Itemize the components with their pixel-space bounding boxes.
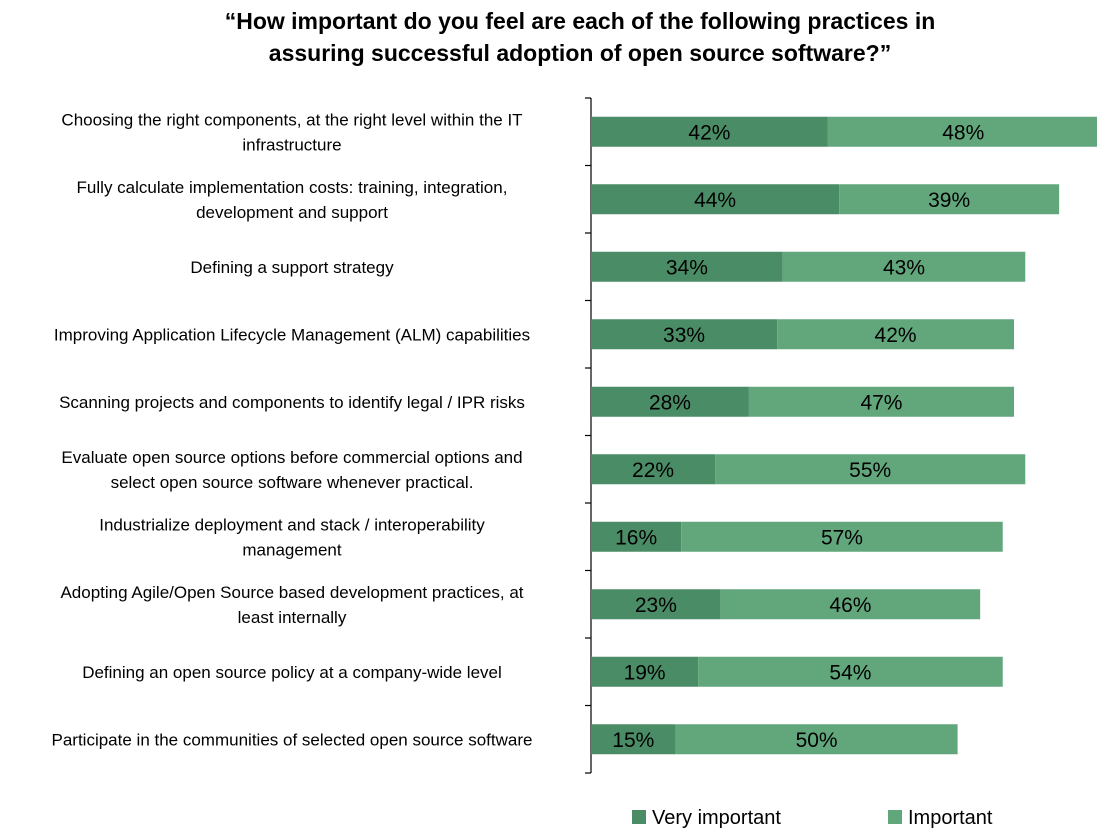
category-label-line: Choosing the right components, at the ri… bbox=[61, 110, 522, 129]
bar-very-important-1 bbox=[591, 116, 828, 147]
category-label-line: Evaluate open source options before comm… bbox=[61, 448, 522, 467]
data-label-important-1: 48% bbox=[942, 121, 984, 144]
category-label-line: Fully calculate implementation costs: tr… bbox=[77, 178, 508, 197]
axis-layer bbox=[585, 97, 592, 774]
data-label-very-important-2: 44% bbox=[694, 189, 736, 212]
data-label-important-5: 47% bbox=[860, 391, 902, 414]
category-label-line: least internally bbox=[238, 608, 347, 627]
bar-important-5 bbox=[748, 386, 1014, 417]
data-label-important-3: 43% bbox=[883, 256, 925, 279]
data-label-very-important-9: 19% bbox=[624, 661, 666, 684]
category-label-2: Fully calculate implementation costs: tr… bbox=[77, 178, 508, 222]
bar-important-6 bbox=[715, 454, 1026, 485]
bar-important-3 bbox=[782, 251, 1026, 282]
bar-important-2 bbox=[839, 184, 1060, 215]
bar-very-important-4 bbox=[591, 319, 778, 350]
bar-very-important-7 bbox=[591, 521, 682, 552]
data-label-important-7: 57% bbox=[821, 526, 863, 549]
category-labels: Choosing the right components, at the ri… bbox=[52, 110, 533, 749]
bar-very-important-5 bbox=[591, 386, 749, 417]
category-label-line: Scanning projects and components to iden… bbox=[59, 393, 525, 412]
category-label-line: development and support bbox=[196, 203, 388, 222]
bar-very-important-3 bbox=[591, 251, 783, 282]
chart-title: “How important do you feel are each of t… bbox=[0, 5, 1097, 69]
bar-very-important-8 bbox=[591, 589, 721, 620]
category-label-7: Industrialize deployment and stack / int… bbox=[99, 515, 485, 559]
category-label-1: Choosing the right components, at the ri… bbox=[61, 110, 522, 154]
chart-title-line-2: assuring successful adoption of open sou… bbox=[268, 40, 892, 66]
data-label-important-4: 42% bbox=[875, 324, 917, 347]
bar-very-important-9 bbox=[591, 656, 699, 687]
category-label-4: Improving Application Lifecycle Manageme… bbox=[54, 325, 530, 344]
category-label-line: Improving Application Lifecycle Manageme… bbox=[54, 325, 530, 344]
category-label-3: Defining a support strategy bbox=[190, 258, 394, 277]
category-label-line: select open source software whenever pra… bbox=[111, 473, 474, 492]
category-label-line: Defining an open source policy at a comp… bbox=[82, 663, 502, 682]
category-label-6: Evaluate open source options before comm… bbox=[61, 448, 522, 492]
bar-very-important-2 bbox=[591, 184, 840, 215]
bar-important-1 bbox=[827, 116, 1097, 147]
bar-important-4 bbox=[777, 319, 1014, 350]
bar-important-8 bbox=[720, 589, 981, 620]
legend-label-important: Important bbox=[908, 807, 993, 829]
legend-label-very-important: Very important bbox=[652, 807, 781, 829]
bar-very-important-6 bbox=[591, 454, 716, 485]
data-label-important-10: 50% bbox=[796, 729, 838, 752]
data-label-very-important-10: 15% bbox=[612, 729, 654, 752]
category-label-8: Adopting Agile/Open Source based develop… bbox=[60, 583, 523, 627]
category-label-5: Scanning projects and components to iden… bbox=[59, 393, 525, 412]
legend-swatch-important bbox=[888, 810, 902, 824]
category-label-line: Industrialize deployment and stack / int… bbox=[99, 515, 485, 534]
bar-important-7 bbox=[681, 521, 1003, 552]
category-label-line: Adopting Agile/Open Source based develop… bbox=[60, 583, 523, 602]
category-label-line: Participate in the communities of select… bbox=[52, 730, 533, 749]
data-label-very-important-5: 28% bbox=[649, 391, 691, 414]
data-label-very-important-8: 23% bbox=[635, 594, 677, 617]
category-label-line: Defining a support strategy bbox=[190, 258, 394, 277]
data-label-important-9: 54% bbox=[829, 661, 871, 684]
data-label-important-6: 55% bbox=[849, 459, 891, 482]
data-label-very-important-1: 42% bbox=[688, 121, 730, 144]
category-label-line: infrastructure bbox=[242, 135, 341, 154]
bar-important-9 bbox=[698, 656, 1003, 687]
category-label-line: management bbox=[242, 540, 342, 559]
data-label-important-2: 39% bbox=[928, 189, 970, 212]
data-label-very-important-4: 33% bbox=[663, 324, 705, 347]
category-label-9: Defining an open source policy at a comp… bbox=[82, 663, 502, 682]
bars-layer: 42% 48% 44% 39% 34% 43% 33% 42% 28% 47% 22% 55% 16% 5… bbox=[591, 116, 1097, 755]
data-label-important-8: 46% bbox=[829, 594, 871, 617]
bar-very-important-10 bbox=[591, 724, 676, 755]
bar-important-10 bbox=[675, 724, 958, 755]
chart-title-line-1: “How important do you feel are each of t… bbox=[224, 8, 936, 34]
data-label-very-important-6: 22% bbox=[632, 459, 674, 482]
category-label-10: Participate in the communities of select… bbox=[52, 730, 533, 749]
data-label-very-important-7: 16% bbox=[615, 526, 657, 549]
data-label-very-important-3: 34% bbox=[666, 256, 708, 279]
legend: Very important Important bbox=[632, 807, 993, 829]
legend-swatch-very-important bbox=[632, 810, 646, 824]
